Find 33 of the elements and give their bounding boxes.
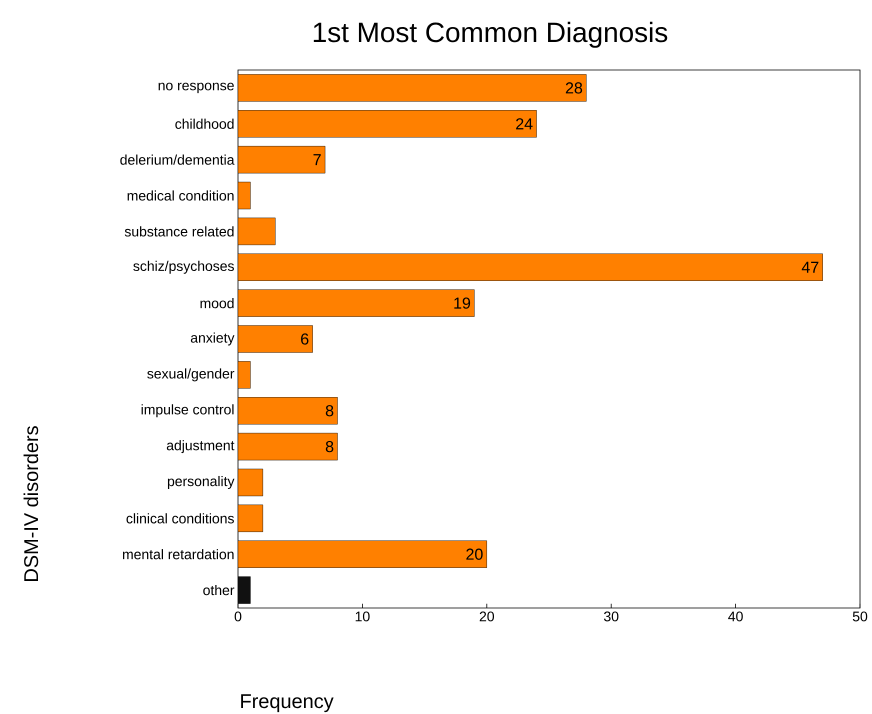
y-tick-label: mental retardation	[122, 549, 234, 560]
y-axis-title: DSM-IV disorders	[24, 426, 38, 581]
chart-title: 1st Most Common Diagnosis	[314, 22, 668, 48]
data-label: 47	[802, 262, 818, 273]
y-tick-label: impulse control	[142, 404, 234, 418]
x-tick-label: 40	[728, 612, 743, 622]
y-tick-label: adjustment	[166, 440, 234, 454]
x-tick-label: 0	[234, 612, 242, 622]
y-tick-label: no response	[158, 82, 234, 94]
data-label: 28	[566, 82, 582, 94]
data-label: 24	[516, 118, 533, 130]
y-tick-label: delerium/dementia	[120, 154, 234, 165]
y-tick-label: childhood	[175, 118, 234, 129]
x-tick-label: 20	[480, 612, 494, 622]
data-label: 19	[454, 297, 470, 309]
data-label: 6	[301, 333, 308, 345]
y-tick-label: anxiety	[190, 332, 234, 346]
y-tick-label: medical condition	[128, 190, 234, 201]
y-tick-label: schiz/psychoses	[133, 260, 234, 274]
y-tick-label: other	[203, 584, 234, 596]
data-label: 7	[314, 154, 321, 166]
y-tick-label: personality	[168, 476, 234, 489]
x-axis-title: Frequency	[241, 694, 334, 712]
data-label: 8	[326, 405, 334, 416]
x-tick-label: 30	[604, 612, 618, 622]
data-label: 20	[466, 548, 483, 560]
data-label: 8	[326, 440, 334, 452]
y-tick-label: clinical conditions	[126, 513, 234, 524]
y-tick-label: sexual/gender	[147, 368, 234, 382]
x-tick-label: 50	[852, 612, 868, 622]
y-tick-label: mood	[200, 298, 234, 308]
x-tick-label: 10	[356, 612, 370, 622]
y-tick-label: substance related	[124, 226, 234, 237]
